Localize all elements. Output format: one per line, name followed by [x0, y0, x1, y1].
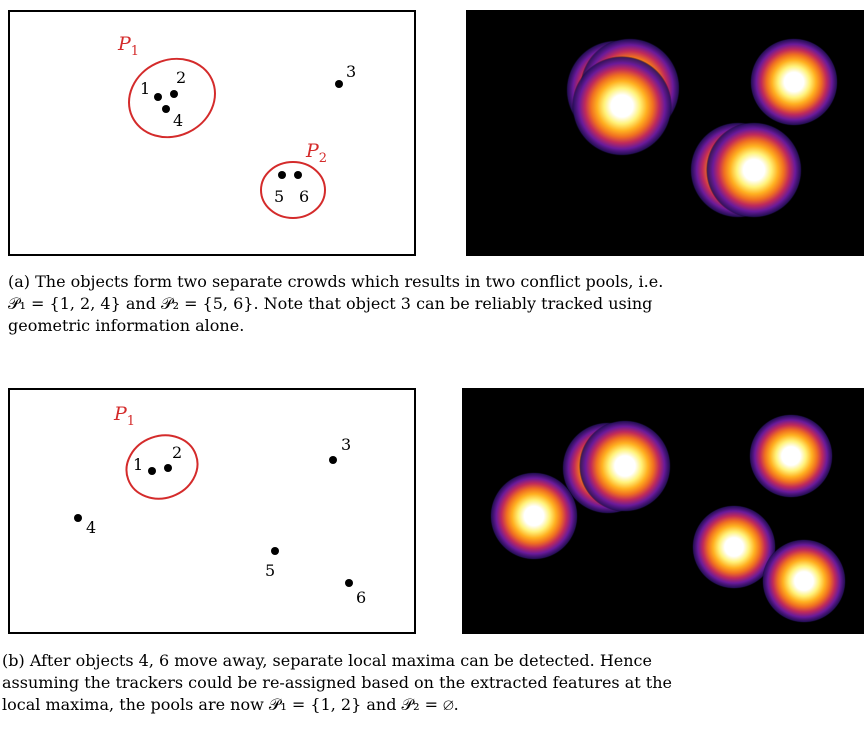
heat-blob-b-5 — [692, 505, 776, 589]
figure-b-heatmap — [462, 388, 864, 634]
pool-2-label: P2 — [305, 140, 327, 166]
figure-b-heatmap-svg — [490, 414, 846, 623]
object-4-dot-b — [74, 514, 82, 522]
object-1-dot — [154, 93, 162, 101]
heat-blob-6 — [706, 122, 802, 218]
figure-b-diagram: P1 1 2 3 4 5 6 — [8, 388, 416, 634]
heat-blob-b-4 — [490, 472, 578, 560]
pool-1-label-b: P1 — [113, 403, 135, 429]
object-5-dot — [278, 171, 286, 179]
caption-b-line-3: local maxima, the pools are now 𝒫₁ = {1,… — [2, 695, 459, 714]
object-1-label: 1 — [140, 79, 150, 98]
object-1-label-b: 1 — [133, 455, 143, 474]
object-6-label-b: 6 — [356, 588, 366, 607]
caption-a-line-2: 𝒫₁ = {1, 2, 4} and 𝒫₂ = {5, 6}. Note tha… — [8, 294, 653, 313]
object-2-dot — [170, 90, 178, 98]
heat-blob-b-2 — [579, 420, 671, 512]
caption-b-line-2: assuming the trackers could be re-assign… — [2, 673, 672, 692]
object-6-label: 6 — [299, 187, 309, 206]
pool-1-ellipse — [128, 57, 216, 139]
object-4-label-b: 4 — [86, 518, 96, 537]
heat-blob-3 — [750, 38, 838, 126]
caption-b-line-1: (b) After objects 4, 6 move away, separa… — [2, 651, 652, 670]
figure-a-diagram-svg: P1 P2 1 2 3 4 5 6 — [117, 33, 356, 219]
caption-a-line-1: (a) The objects form two separate crowds… — [8, 272, 664, 291]
object-2-label-b: 2 — [172, 443, 182, 462]
caption-a-line-3: geometric information alone. — [8, 316, 245, 335]
object-4-dot — [162, 105, 170, 113]
object-6-dot-b — [345, 579, 353, 587]
object-5-label-b: 5 — [265, 561, 275, 580]
heat-blob-b-6 — [762, 539, 846, 623]
pool-1-label: P1 — [117, 33, 139, 59]
heat-blob-4 — [572, 56, 672, 156]
object-6-dot — [294, 171, 302, 179]
object-2-label: 2 — [176, 68, 186, 87]
pool-2-ellipse — [260, 161, 326, 219]
figure-b-diagram-svg: P1 1 2 3 4 5 6 — [74, 403, 366, 607]
figure-a-diagram: P1 P2 1 2 3 4 5 6 — [8, 10, 416, 256]
object-3-label: 3 — [346, 62, 356, 81]
object-4-label: 4 — [173, 111, 183, 130]
figure-a-caption: (a) The objects form two separate crowds… — [8, 271, 663, 337]
object-1-dot-b — [148, 467, 156, 475]
object-3-label-b: 3 — [341, 435, 351, 454]
object-3-dot-b — [329, 456, 337, 464]
figure-a-heatmap-svg — [566, 38, 838, 218]
object-5-label: 5 — [274, 187, 284, 206]
object-3-dot — [335, 80, 343, 88]
heat-blob-b-3 — [749, 414, 833, 498]
pool-1-ellipse-b — [125, 434, 199, 500]
figure-a-heatmap — [466, 10, 864, 256]
object-2-dot-b — [164, 464, 172, 472]
object-5-dot-b — [271, 547, 279, 555]
figure-b-caption: (b) After objects 4, 6 move away, separa… — [2, 650, 672, 716]
